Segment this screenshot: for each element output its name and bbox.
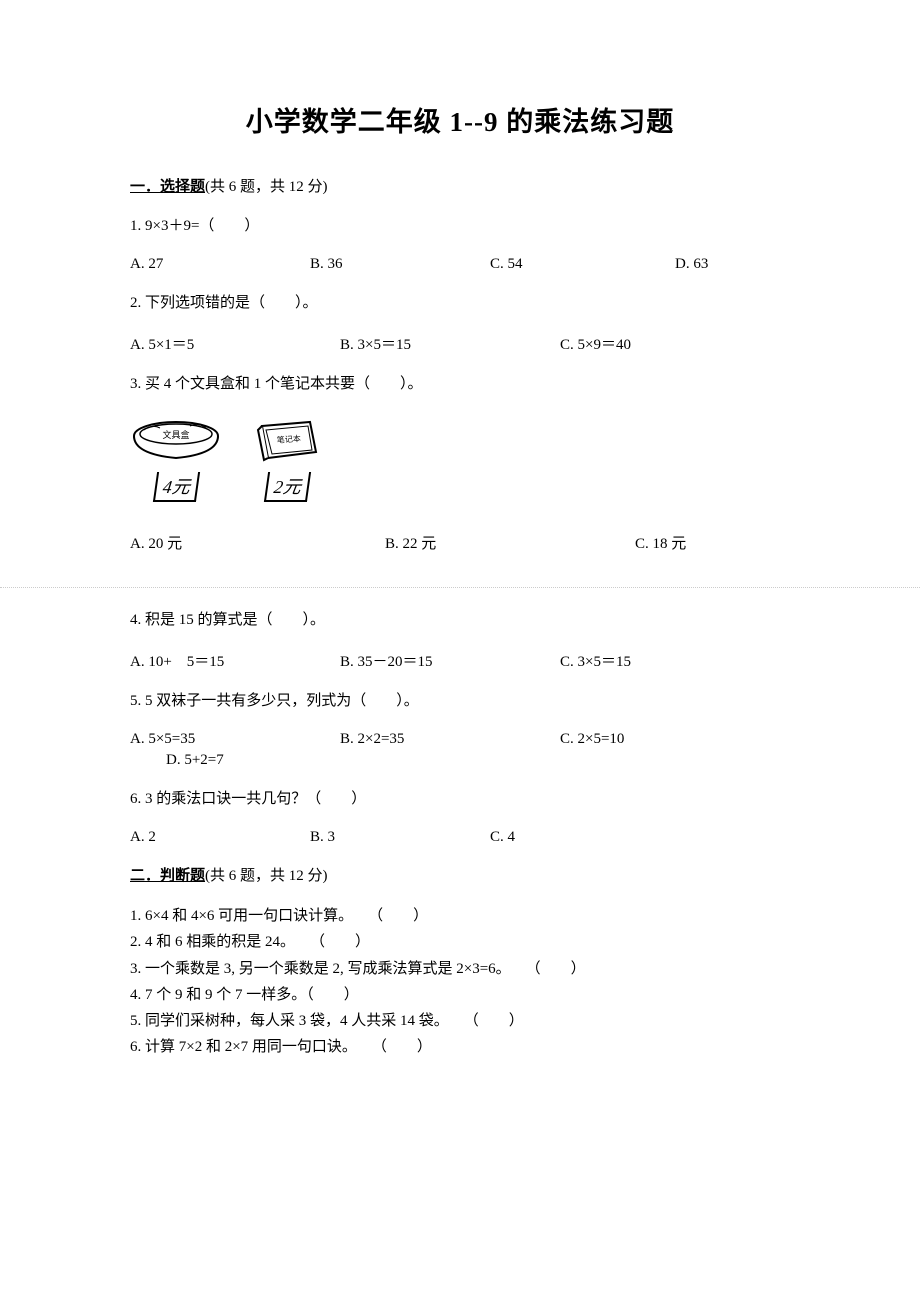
q6-text: 6. 3 的乘法口诀一共几句？（ ） [130,787,790,811]
tf-6: 6. 计算 7×2 和 2×7 用同一句口诀。 （ ） [130,1034,790,1060]
q1-option-d: D. 63 [675,256,708,273]
section-1-header: 一．选择题(共 6 题，共 12 分) [130,175,790,196]
q5-option-c: C. 2×5=10 [560,731,624,748]
divider-line [0,587,920,588]
q6-option-c: C. 4 [490,829,515,846]
q3-option-a: A. 20 元 [130,532,385,553]
q3-option-b: B. 22 元 [385,532,635,553]
true-false-list: 1. 6×4 和 4×6 可用一句口诀计算。 （ ） 2. 4 和 6 相乘的积… [130,903,790,1061]
pencil-case-item: 文具盒 4元 [130,416,222,502]
q3-images: 文具盒 4元 笔记本 2元 [130,416,790,502]
q6-options: A. 2 B. 3 C. 4 [130,829,790,846]
q5-text: 5. 5 双袜子一共有多少只，列式为（ ）。 [130,689,790,713]
q3-text: 3. 买 4 个文具盒和 1 个笔记本共要（ ）。 [130,372,790,396]
q2-text: 2. 下列选项错的是（ ）。 [130,291,790,315]
svg-text:笔记本: 笔记本 [276,433,301,445]
tf-2: 2. 4 和 6 相乘的积是 24。 （ ） [130,929,790,955]
q5-options: A. 5×5=35 B. 2×2=35 C. 2×5=10 D. 5+2=7 [130,731,790,769]
q1-options: A. 27 B. 36 C. 54 D. 63 [130,256,790,273]
section-2-meta: (共 6 题，共 12 分) [205,868,328,884]
page-title: 小学数学二年级 1--9 的乘法练习题 [130,100,790,139]
worksheet-page: 小学数学二年级 1--9 的乘法练习题 一．选择题(共 6 题，共 12 分) … [0,0,920,1302]
tf-1: 1. 6×4 和 4×6 可用一句口诀计算。 （ ） [130,903,790,929]
q4-option-b: B. 35－20＝15 [340,650,560,671]
q6-option-a: A. 2 [130,829,310,846]
q2-options: A. 5×1＝5 B. 3×5＝15 C. 5×9＝40 [130,333,790,354]
notebook-item: 笔记本 2元 [252,416,322,502]
q2-option-c: C. 5×9＝40 [560,333,631,354]
tf-3: 3. 一个乘数是 3, 另一个乘数是 2, 写成乘法算式是 2×3=6。 （ ） [130,956,790,982]
pencil-case-icon: 文具盒 [130,416,222,464]
q2-option-a: A. 5×1＝5 [130,333,340,354]
q1-text: 1. 9×3＋9=（ ） [130,214,790,238]
notebook-icon: 笔记本 [252,416,322,464]
q1-option-b: B. 36 [310,256,490,273]
q1-option-c: C. 54 [490,256,675,273]
q4-text: 4. 积是 15 的算式是（ ）。 [130,608,790,632]
q1-option-a: A. 27 [130,256,310,273]
q3-option-c: C. 18 元 [635,532,686,553]
q5-option-a: A. 5×5=35 [130,731,340,748]
section-2-header: 二．判断题(共 6 题，共 12 分) [130,864,790,885]
notebook-price: 2元 [263,472,310,502]
section-2-label: 二．判断题 [130,868,205,884]
q5-option-b: B. 2×2=35 [340,731,560,748]
q6-option-b: B. 3 [310,829,490,846]
q4-option-a: A. 10+ 5＝15 [130,650,340,671]
q4-option-c: C. 3×5＝15 [560,650,631,671]
section-1-meta: (共 6 题，共 12 分) [205,179,328,195]
tf-4: 4. 7 个 9 和 9 个 7 一样多。（ ） [130,982,790,1008]
q2-option-b: B. 3×5＝15 [340,333,560,354]
svg-text:文具盒: 文具盒 [162,429,189,440]
q5-option-d: D. 5+2=7 [130,752,790,769]
pencil-case-price: 4元 [152,472,199,502]
q3-options: A. 20 元 B. 22 元 C. 18 元 [130,532,790,553]
section-1-label: 一．选择题 [130,179,205,195]
tf-5: 5. 同学们采树种，每人采 3 袋，4 人共采 14 袋。 （ ） [130,1008,790,1034]
q4-options: A. 10+ 5＝15 B. 35－20＝15 C. 3×5＝15 [130,650,790,671]
